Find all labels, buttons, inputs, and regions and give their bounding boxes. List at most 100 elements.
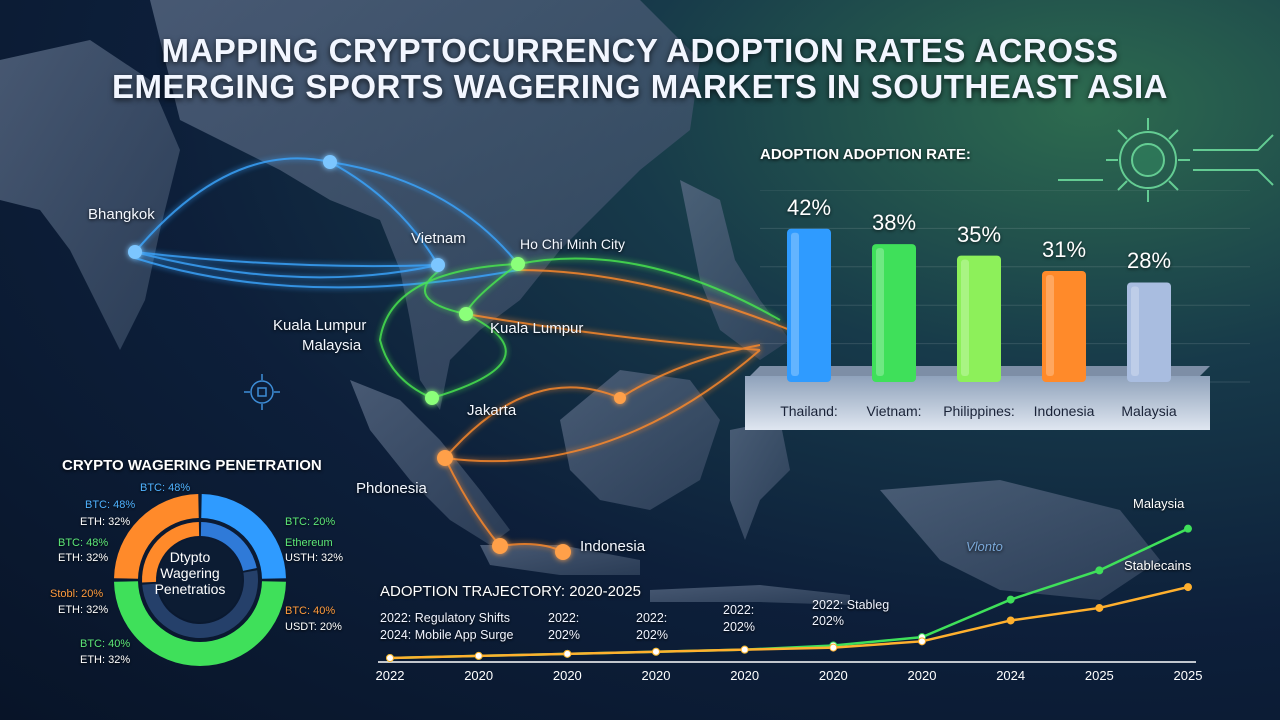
route-line [134, 251, 439, 279]
series-point [918, 637, 926, 646]
landmass-indochina [150, 0, 700, 410]
tech-emblem-icon [1058, 118, 1274, 202]
donut-label: USTH: 32% [285, 552, 344, 564]
landmass-philippines [680, 180, 790, 360]
series-line [389, 585, 1189, 660]
trajectory-annotation: 202% [723, 620, 755, 634]
donut-chart [114, 494, 286, 666]
city-node [437, 450, 453, 466]
bar [787, 228, 831, 382]
series-point [1006, 595, 1015, 604]
route-line [444, 457, 501, 547]
x-tick-label: 2020 [818, 668, 848, 683]
landmass-sulawesi [730, 420, 790, 540]
donut-slice [114, 581, 286, 666]
trajectory-annotation: 2022: Regulatory Shifts [380, 611, 510, 625]
donut-label: ETH: 32% [58, 552, 109, 564]
trajectory-annotation: 2024: Mobile App Surge [380, 628, 514, 642]
donut-label: BTC: 40% [80, 638, 131, 650]
city-node [323, 155, 337, 169]
x-tick-label: 2024 [996, 668, 1026, 683]
donut-chart-title: CRYPTO WAGERING PENETRATION [62, 457, 322, 474]
route-line [329, 161, 439, 266]
bar [1042, 270, 1086, 382]
bar-chart-title: ADOPTION ADOPTION RATE: [760, 146, 971, 163]
city-label: Kuala Lumpur [273, 317, 367, 334]
bar-value-label: 38% [871, 210, 917, 236]
x-tick-label: 2020 [641, 668, 671, 683]
x-tick-label: 2020 [464, 668, 494, 683]
donut-label: ETH: 32% [58, 604, 109, 616]
route-line [431, 313, 507, 399]
landmass-india [0, 40, 180, 350]
series-label: Malaysia [1133, 496, 1185, 511]
bar [1127, 282, 1171, 382]
city-label: Ho Chi Minh City [520, 236, 626, 252]
donut-center-line: Dtypto [169, 549, 211, 565]
route-line [517, 257, 781, 321]
city-label: Phdonesia [356, 480, 427, 497]
x-tick-label: 2025 [1084, 668, 1114, 683]
donut-label: BTC: 48% [58, 537, 109, 549]
city-label: Malaysia [302, 337, 362, 354]
trajectory-annotation: 202% [636, 628, 668, 642]
series-point [1006, 616, 1015, 625]
bar-highlight [876, 248, 884, 376]
line-chart [378, 524, 1196, 663]
route-line [444, 386, 621, 459]
city-node [614, 392, 626, 404]
city-label: Jakarta [467, 402, 517, 419]
bar-highlight [1131, 286, 1139, 376]
donut-hole [158, 538, 242, 622]
route-line [134, 257, 519, 289]
landmass-islands [650, 585, 850, 605]
bar-value-label: 31% [1041, 236, 1087, 262]
line-chart-title: ADOPTION TRAJECTORY: 2020-2025 [380, 583, 641, 600]
title-line-1: MAPPING CRYPTOCURRENCY ADOPTION RATES AC… [161, 32, 1119, 69]
bar-highlight [791, 232, 799, 376]
x-tick-label: 2020 [907, 668, 937, 683]
donut-slice [114, 494, 199, 579]
route-line [378, 263, 519, 399]
city-label: Vietnam [411, 230, 466, 247]
city-label: Kuala Lumpur [490, 320, 584, 337]
donut-label: Ethereum [285, 537, 333, 549]
city-node [492, 538, 508, 554]
landmass-java [480, 545, 640, 575]
bar [872, 244, 916, 382]
city-node [128, 245, 142, 259]
series-point [740, 645, 749, 654]
donut-label: BTC: 40% [285, 605, 336, 617]
donut-center-line: Penetratios [154, 581, 226, 597]
bar-value-label: 35% [956, 221, 1002, 247]
donut-label: Stobl: 20% [50, 588, 104, 600]
donut-center-label: Dtypto Wagering Penetratios [140, 549, 240, 597]
donut-center-line: Wagering [160, 565, 220, 581]
x-tick-label: 2025 [1173, 668, 1203, 683]
x-tick-label: 2020 [730, 668, 760, 683]
bar-category-label: Indonesia [1033, 403, 1095, 419]
donut-label: USDT: 20% [285, 621, 342, 633]
donut-label: ETH: 32% [80, 654, 131, 666]
city-node [555, 544, 571, 560]
donut-slice [142, 570, 258, 638]
route-line [423, 269, 467, 315]
city-node [459, 307, 473, 321]
series-point [1184, 524, 1192, 533]
route-line [134, 157, 331, 253]
bar-category-label: Malaysia [1121, 403, 1177, 419]
city-node [431, 258, 445, 272]
bar-chart-base [745, 376, 1210, 430]
x-tick-label: 2022 [375, 668, 405, 683]
bar [957, 255, 1001, 382]
donut-label: BTC: 48% [140, 482, 191, 494]
city-label: Bhangkok [88, 206, 155, 223]
bar-highlight [1046, 274, 1054, 376]
bar-category-label: Philippines: [943, 403, 1015, 419]
route-line [134, 251, 439, 268]
trajectory-annotation: 2022: [636, 611, 668, 625]
trajectory-annotation: 2022: [723, 603, 755, 617]
donut-label: BTC: 48% [85, 499, 136, 511]
series-point [652, 647, 660, 656]
